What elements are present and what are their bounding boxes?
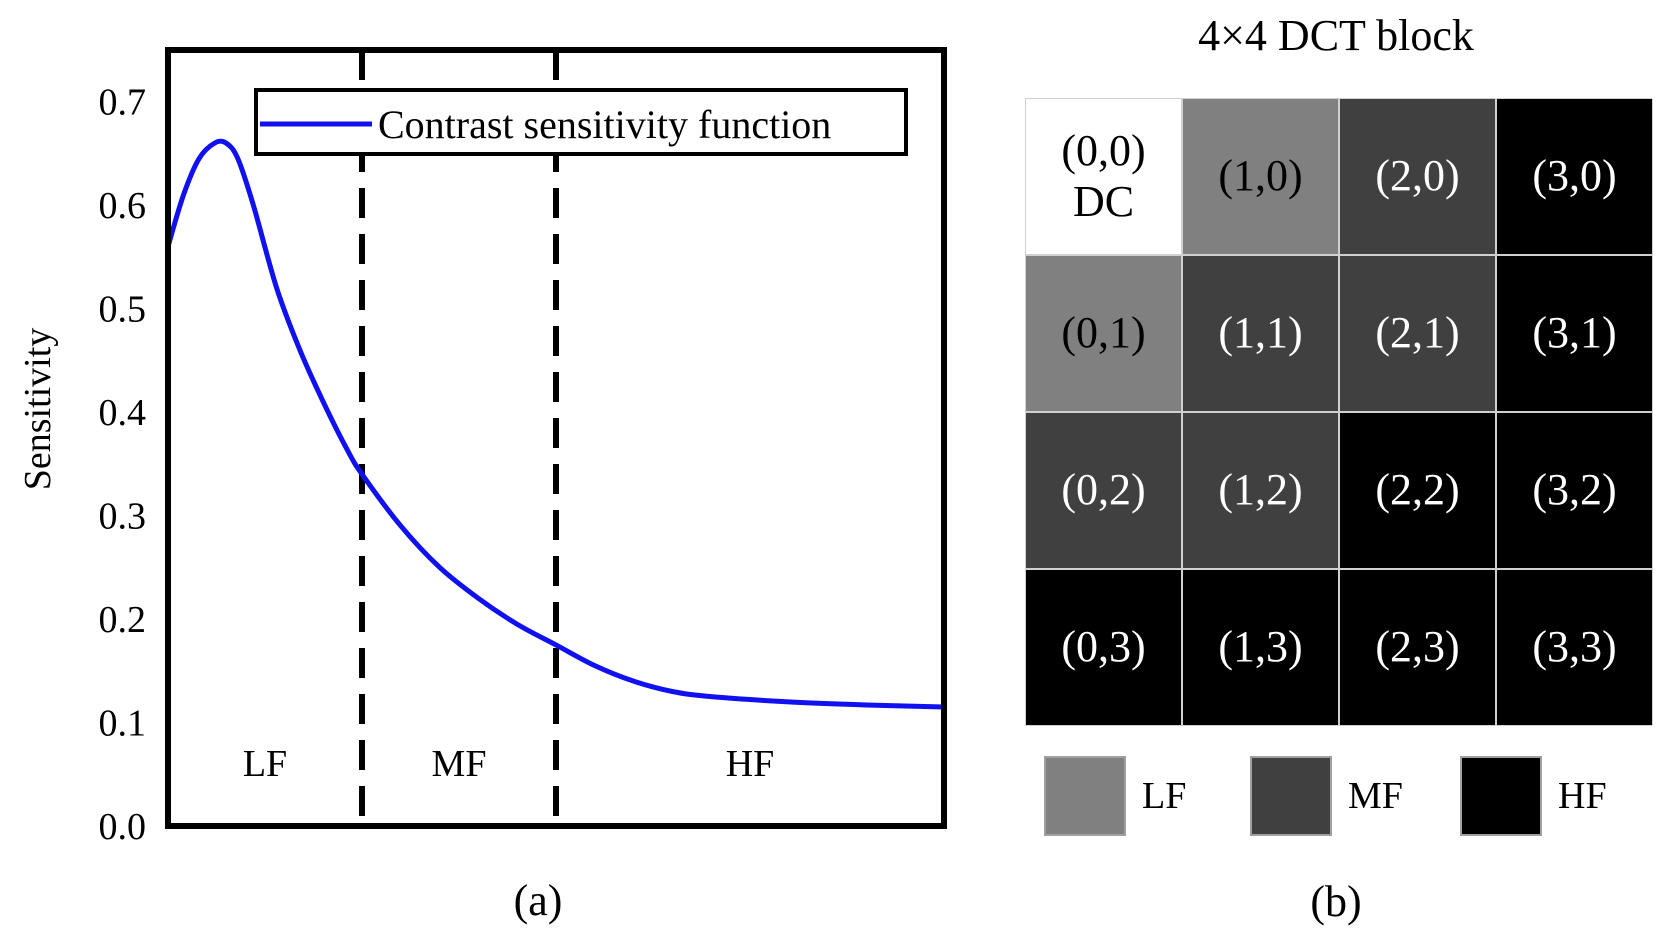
y-tick-label: 0.5 — [99, 289, 147, 331]
dct-cell-index: (2,2) — [1375, 465, 1460, 515]
chart-legend: Contrast sensitivity function — [254, 88, 908, 156]
dct-cell-index: (2,3) — [1375, 622, 1460, 672]
legend-item-lf: LF — [1044, 756, 1186, 836]
band-labels: LF MF HF — [243, 743, 774, 785]
dct-cell-0-2: (0,2) — [1025, 412, 1182, 569]
dct-grid: (0,0) DC (1,0) (2,0) (3,0) (0,1) (1,1) (2,1) (3,… — [1025, 98, 1653, 726]
caption-b: (b) — [1310, 877, 1362, 926]
dct-cell-2-3: (2,3) — [1339, 569, 1496, 726]
dct-cell-3-2: (3,2) — [1496, 412, 1653, 569]
legend-item-hf: HF — [1460, 756, 1607, 836]
dct-cell-1-2: (1,2) — [1182, 412, 1339, 569]
dct-cell-1-0: (1,0) — [1182, 98, 1339, 255]
y-tick-label: 0.2 — [99, 599, 147, 641]
y-tick-label: 0.3 — [99, 496, 147, 538]
dct-cell-1-3: (1,3) — [1182, 569, 1339, 726]
dct-cell-0-3: (0,3) — [1025, 569, 1182, 726]
band-label-mf: MF — [432, 743, 487, 785]
dct-cell-index: (0,3) — [1061, 622, 1146, 672]
dct-cell-index: (1,2) — [1218, 465, 1303, 515]
y-tick-label: 0.7 — [99, 82, 147, 124]
csf-chart: 0.0 0.1 0.2 0.3 0.4 0.5 0.6 0.7 Sensitivity LF M… — [17, 47, 947, 925]
band-label-hf: HF — [726, 743, 775, 785]
band-label-lf: LF — [243, 743, 287, 785]
band-dividers — [359, 50, 559, 826]
dct-cell-index: (3,1) — [1532, 308, 1617, 358]
dct-cell-index: (2,0) — [1375, 151, 1460, 201]
legend-swatch-lf — [1044, 756, 1126, 836]
dct-cell-index: (3,0) — [1532, 151, 1617, 201]
legend-label: Contrast sensitivity function — [378, 102, 831, 147]
legend-swatch-mf — [1250, 756, 1332, 836]
dct-cell-dc-label: DC — [1072, 176, 1135, 226]
y-tick-label: 0.6 — [99, 185, 147, 227]
csf-curve — [165, 138, 945, 710]
legend-label-lf: LF — [1142, 775, 1187, 817]
dct-cell-2-1: (2,1) — [1339, 255, 1496, 412]
legend-label-mf: MF — [1348, 775, 1403, 817]
dct-title: 4×4 DCT block — [1198, 11, 1474, 60]
dct-cell-3-0: (3,0) — [1496, 98, 1653, 255]
y-tick-label: 0.0 — [99, 806, 147, 848]
y-tick-label: 0.1 — [99, 703, 147, 745]
dct-cell-3-1: (3,1) — [1496, 255, 1653, 412]
dct-cell-index: (0,2) — [1061, 465, 1146, 515]
dct-cell-1-1: (1,1) — [1182, 255, 1339, 412]
dct-legend: LF MF HF — [1000, 756, 1672, 836]
y-tick-labels: 0.0 0.1 0.2 0.3 0.4 0.5 0.6 0.7 — [99, 82, 147, 848]
dct-cell-0-1: (0,1) — [1025, 255, 1182, 412]
dct-cell-index: (2,1) — [1375, 308, 1460, 358]
legend-swatch-hf — [1460, 756, 1542, 836]
dct-cell-index: (3,3) — [1532, 622, 1617, 672]
dct-cell-index: (3,2) — [1532, 465, 1617, 515]
dct-cell-2-0: (2,0) — [1339, 98, 1496, 255]
dct-cell-index: (1,1) — [1218, 308, 1303, 358]
dct-cell-index: (0,0) — [1061, 125, 1146, 175]
caption-a: (a) — [514, 876, 563, 925]
dct-cell-0-0: (0,0) DC — [1025, 98, 1182, 255]
legend-item-mf: MF — [1250, 756, 1403, 836]
dct-panel: 4×4 DCT block (0,0) DC (1,0) (2,0) (3,0) (0,1… — [1000, 0, 1672, 944]
dct-cell-index: (1,3) — [1218, 622, 1303, 672]
dct-cell-index: (1,0) — [1218, 151, 1303, 201]
y-axis-label: Sensitivity — [17, 328, 59, 491]
dct-cell-3-3: (3,3) — [1496, 569, 1653, 726]
y-tick-label: 0.4 — [99, 392, 147, 434]
dct-cell-2-2: (2,2) — [1339, 412, 1496, 569]
plot-frame — [165, 47, 947, 829]
dct-cell-index: (0,1) — [1061, 308, 1146, 358]
legend-label-hf: HF — [1558, 775, 1607, 817]
